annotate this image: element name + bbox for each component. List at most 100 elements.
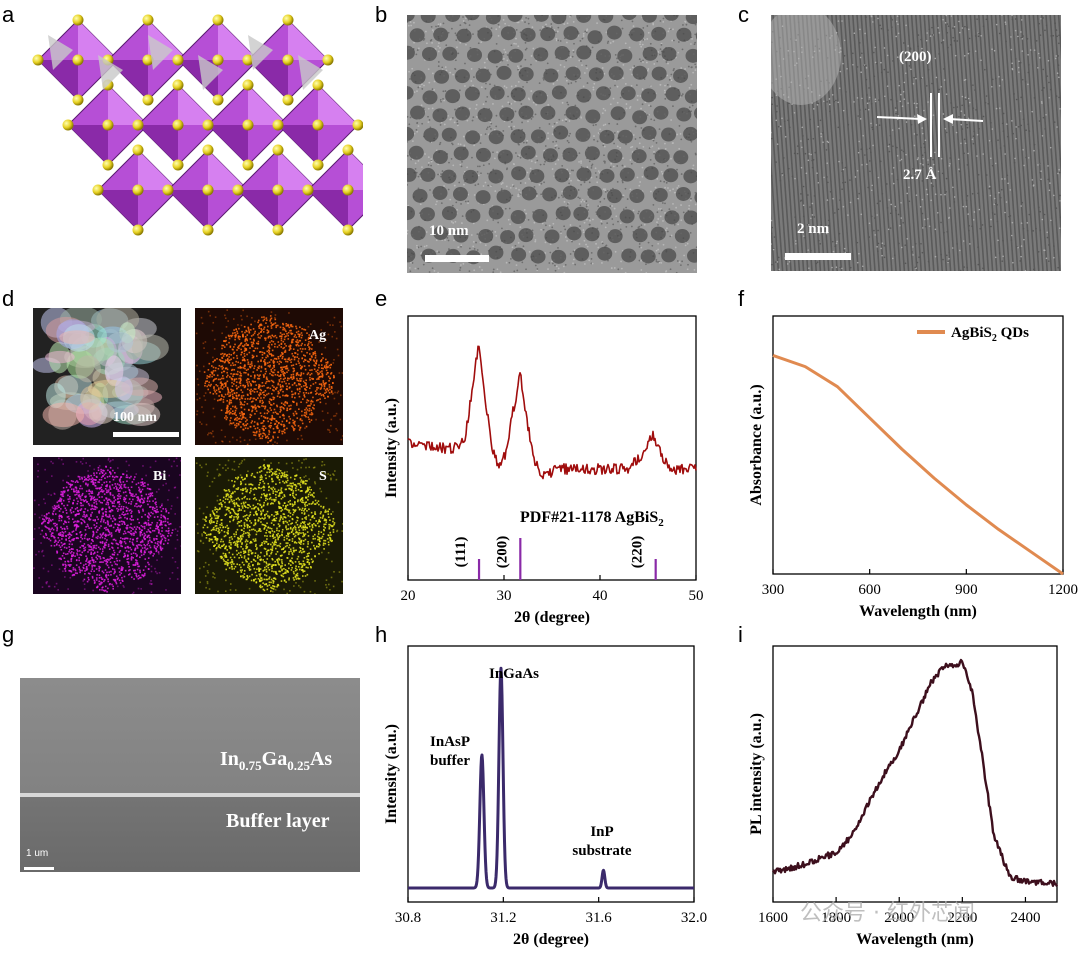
eds-pixel xyxy=(281,430,283,433)
eds-pixel xyxy=(220,353,222,356)
eds-pixel xyxy=(100,476,103,479)
eds-pixel xyxy=(213,359,216,362)
noise-speck xyxy=(603,154,605,157)
noise-speck xyxy=(616,57,618,60)
eds-pixel xyxy=(269,398,271,400)
eds-pixel xyxy=(280,361,283,364)
eds-pixel xyxy=(265,337,267,340)
fringe xyxy=(881,15,901,271)
eds-pixel xyxy=(239,440,242,443)
noise-speck xyxy=(869,170,871,173)
noise-speck xyxy=(654,186,657,189)
eds-pixel xyxy=(307,338,310,340)
noise-speck xyxy=(966,126,969,129)
eds-pixel xyxy=(260,389,263,392)
noise-speck xyxy=(876,202,879,205)
noise-speck xyxy=(945,93,948,95)
noise-speck xyxy=(776,105,778,107)
eds-pixel xyxy=(295,374,298,377)
noise-speck xyxy=(1039,171,1041,174)
eds-pixel xyxy=(330,424,332,427)
noise-speck xyxy=(849,201,852,204)
noise-speck xyxy=(502,53,505,56)
eds-pixel xyxy=(252,397,255,400)
noise-speck xyxy=(867,108,870,111)
noise-speck xyxy=(907,45,909,47)
noise-speck xyxy=(547,137,550,140)
eds-pixel xyxy=(226,371,228,374)
eds-pixel xyxy=(268,353,271,355)
noise-speck xyxy=(490,127,492,130)
eds-pixel xyxy=(37,475,39,478)
noise-speck xyxy=(813,216,816,218)
noise-speck xyxy=(1040,170,1042,172)
noise-speck xyxy=(427,161,430,164)
scale-bar-label: 2 nm xyxy=(797,221,830,237)
eds-pixel xyxy=(324,392,326,394)
noise-speck xyxy=(588,160,591,163)
noise-speck xyxy=(622,77,625,80)
noise-speck xyxy=(990,121,992,124)
noise-speck xyxy=(1043,87,1045,89)
eds-pixel xyxy=(341,435,343,437)
noise-speck xyxy=(968,50,971,53)
eds-pixel xyxy=(321,370,323,372)
noise-speck xyxy=(664,186,666,189)
noise-speck xyxy=(827,219,830,222)
eds-pixel xyxy=(279,396,281,398)
noise-speck xyxy=(495,125,498,128)
noise-speck xyxy=(920,38,922,41)
noise-speck xyxy=(1022,118,1025,121)
eds-pixel xyxy=(43,518,45,521)
noise-speck xyxy=(952,36,954,39)
noise-speck xyxy=(972,84,974,86)
eds-pixel xyxy=(333,374,335,377)
eds-pixel xyxy=(266,412,269,415)
noise-speck xyxy=(559,40,562,42)
noise-speck xyxy=(873,217,876,219)
eds-pixel xyxy=(335,427,337,430)
eds-pixel xyxy=(296,353,299,356)
eds-pixel xyxy=(230,354,232,356)
nanocrystal xyxy=(652,187,668,202)
eds-pixel xyxy=(110,500,112,503)
noise-speck xyxy=(500,188,503,190)
noise-speck xyxy=(634,138,637,140)
noise-speck xyxy=(921,47,923,50)
eds-pixel xyxy=(98,512,101,514)
nanocrystal xyxy=(554,168,570,183)
eds-pixel xyxy=(322,367,324,370)
eds-pixel xyxy=(306,360,309,363)
eds-pixel xyxy=(295,336,298,339)
noise-speck xyxy=(1011,62,1014,65)
scale-bar xyxy=(425,255,489,262)
eds-pixel xyxy=(269,318,272,321)
noise-speck xyxy=(662,20,665,23)
noise-speck xyxy=(910,68,912,71)
noise-speck xyxy=(530,55,533,57)
noise-speck xyxy=(482,103,485,106)
noise-speck xyxy=(1058,171,1061,174)
noise-speck xyxy=(523,208,526,211)
noise-speck xyxy=(581,64,583,67)
eds-pixel xyxy=(296,388,299,391)
eds-pixel xyxy=(287,324,290,327)
noise-speck xyxy=(873,51,875,54)
eds-pixel xyxy=(249,413,252,416)
noise-speck xyxy=(920,242,922,245)
eds-pixel xyxy=(217,367,220,370)
noise-speck xyxy=(511,246,514,249)
eds-pixel xyxy=(266,350,269,353)
nanocrystal xyxy=(407,248,416,263)
eds-pixel xyxy=(235,425,238,427)
eds-pixel xyxy=(231,389,234,392)
eds-pixel xyxy=(264,434,267,436)
noise-speck xyxy=(421,122,424,125)
nanocrystal xyxy=(510,210,526,225)
noise-speck xyxy=(481,269,483,271)
noise-speck xyxy=(938,88,941,91)
noise-speck xyxy=(997,239,999,242)
noise-speck xyxy=(552,140,555,143)
eds-pixel xyxy=(301,410,303,413)
noise-speck xyxy=(809,118,812,121)
